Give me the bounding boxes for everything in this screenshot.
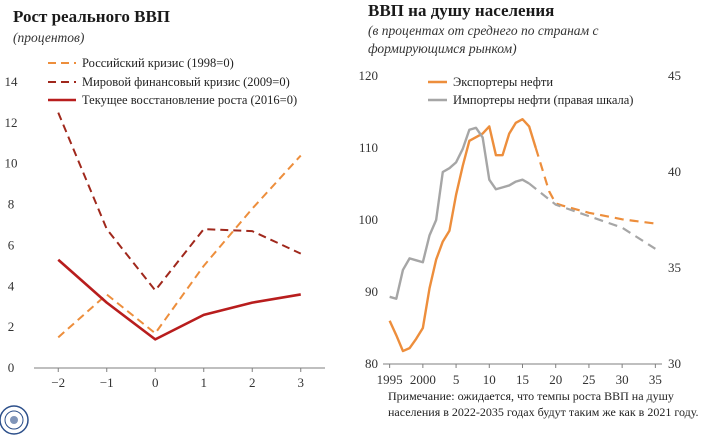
right-x-tick-label: 35 bbox=[649, 372, 662, 387]
right-chart-subtitle-line1: (в процентах от среднего по странам с bbox=[368, 23, 599, 38]
left-series-line-2 bbox=[57, 258, 301, 341]
right-chart-series bbox=[388, 117, 656, 353]
left-x-tick-label: 3 bbox=[298, 375, 305, 390]
note-line1: Примечание: ожидается, что темпы роста В… bbox=[388, 389, 674, 403]
left-x-tick-label: −1 bbox=[100, 375, 114, 390]
left-y-tick-label: 0 bbox=[8, 360, 15, 375]
note-line2: населения в 2022-2035 годах будут таким … bbox=[388, 405, 699, 419]
left-chart-legend: Российский кризис (1998=0) Мировой финанс… bbox=[48, 56, 297, 107]
left-x-tick-label: 0 bbox=[152, 375, 159, 390]
right-left-y-tick-label: 110 bbox=[359, 140, 378, 155]
left-y-tick-label: 10 bbox=[5, 156, 18, 171]
left-chart-series bbox=[57, 112, 302, 341]
left-legend-label-2: Текущее восстановление роста (2016=0) bbox=[82, 93, 297, 107]
left-y-tick-label: 2 bbox=[8, 319, 15, 334]
imf-seal-logo bbox=[0, 405, 29, 435]
left-x-tick-label: 2 bbox=[249, 375, 256, 390]
right-chart-subtitle-line2: формирующимся рынком) bbox=[368, 41, 517, 56]
right-legend-label-1: Импортеры нефти (правая шкала) bbox=[453, 93, 633, 107]
left-x-tick-label: −2 bbox=[51, 375, 65, 390]
right-x-tick-label: 10 bbox=[483, 372, 496, 387]
right-chart-legend: Экспортеры нефти Импортеры нефти (правая … bbox=[428, 75, 633, 107]
right-x-tick-label: 20 bbox=[549, 372, 562, 387]
right-chart-title: ВВП на душу населения bbox=[368, 1, 554, 20]
right-right-y-tick-label: 30 bbox=[668, 356, 681, 371]
left-chart-title: Рост реального ВВП bbox=[13, 7, 170, 26]
right-left-y-tick-label: 120 bbox=[359, 68, 379, 83]
right-series-dashed-0 bbox=[534, 147, 656, 225]
right-left-y-tick-label: 80 bbox=[365, 356, 378, 371]
left-y-tick-label: 8 bbox=[8, 197, 15, 212]
right-x-tick-label: 15 bbox=[516, 372, 529, 387]
right-left-y-tick-label: 100 bbox=[359, 212, 379, 227]
right-left-y-tick-label: 90 bbox=[365, 284, 378, 299]
right-chart-axes: 80 90 100 110 120 30 35 40 45 1995 2000 5 10 15 20 25 30… bbox=[359, 68, 682, 387]
right-series-solid-0 bbox=[388, 117, 537, 353]
left-series-line-1 bbox=[57, 112, 302, 292]
left-legend-label-1: Мировой финансовый кризис (2009=0) bbox=[82, 75, 290, 89]
left-y-tick-label: 12 bbox=[5, 115, 18, 130]
left-y-tick-label: 6 bbox=[8, 237, 15, 252]
right-right-y-tick-label: 40 bbox=[668, 164, 681, 179]
right-x-tick-label: 5 bbox=[453, 372, 460, 387]
right-x-tick-label: 2000 bbox=[410, 372, 436, 387]
left-chart-subtitle: (процентов) bbox=[13, 30, 85, 45]
right-series-solid-1 bbox=[389, 126, 530, 300]
right-legend-label-0: Экспортеры нефти bbox=[453, 75, 553, 89]
left-y-tick-label: 4 bbox=[8, 278, 15, 293]
left-x-tick-label: 1 bbox=[201, 375, 208, 390]
left-legend-label-0: Российский кризис (1998=0) bbox=[82, 56, 234, 70]
right-x-tick-label: 1995 bbox=[377, 372, 403, 387]
right-x-tick-label: 25 bbox=[582, 372, 595, 387]
right-series-dashed-1 bbox=[528, 182, 656, 250]
left-series-line-0 bbox=[57, 154, 302, 339]
right-right-y-tick-label: 45 bbox=[668, 68, 681, 83]
left-y-tick-label: 14 bbox=[5, 74, 19, 89]
right-x-tick-label: 30 bbox=[616, 372, 629, 387]
right-right-y-tick-label: 35 bbox=[668, 260, 681, 275]
